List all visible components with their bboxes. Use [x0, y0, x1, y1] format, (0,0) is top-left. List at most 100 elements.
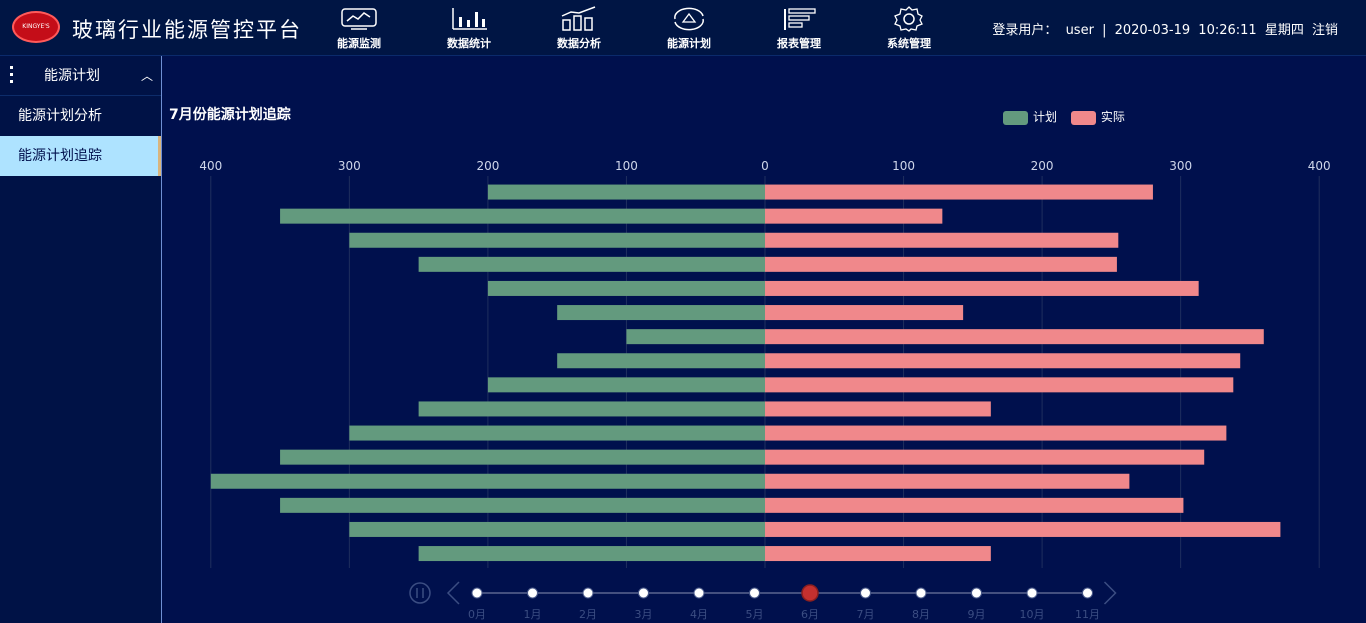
timeline-point[interactable]	[693, 587, 705, 599]
separator: |	[1102, 23, 1107, 38]
user-status-area: 登录用户： user | 2020-03-19 10:26:11 星期四 注销	[992, 19, 1342, 38]
x-tick-label: 300	[338, 159, 361, 173]
gear-icon	[894, 6, 923, 32]
chart-legend: 计划 实际	[1003, 108, 1135, 125]
bar-actual[interactable]	[765, 449, 1205, 465]
bar-plan[interactable]	[210, 473, 766, 489]
monitor-chart-icon	[341, 8, 377, 30]
bar-plan[interactable]	[280, 449, 765, 465]
bar-plan[interactable]	[349, 521, 765, 537]
sidebar-section-header[interactable]: 能源计划 ︿	[0, 56, 161, 96]
legend-label: 实际	[1100, 110, 1125, 124]
bar-actual[interactable]	[765, 256, 1117, 272]
bar-plan[interactable]	[418, 401, 765, 417]
timeline-label: 6月	[801, 608, 819, 621]
nav-label: 报表管理	[777, 37, 821, 50]
timeline-label: 8月	[912, 608, 930, 621]
top-navigation-bar: KINGYE'S 玻璃行业能源管控平台 能源监测 数据统计 数据分析 能源计划 …	[0, 0, 1366, 56]
bar-plan[interactable]	[280, 208, 765, 224]
bar-plan[interactable]	[557, 305, 765, 321]
bar-actual[interactable]	[765, 497, 1184, 513]
x-tick-label: 100	[615, 159, 638, 173]
timeline-current-point[interactable]	[801, 584, 819, 602]
bar-plan[interactable]	[418, 546, 765, 562]
user-name: user	[1065, 23, 1094, 38]
timeline-label: 0月	[468, 608, 486, 621]
bar-actual[interactable]	[765, 208, 943, 224]
bar-plan[interactable]	[626, 329, 765, 345]
timeline-point[interactable]	[1026, 587, 1038, 599]
chevron-up-icon[interactable]: ︿	[140, 69, 153, 83]
timeline-point[interactable]	[915, 587, 927, 599]
bar-actual[interactable]	[765, 425, 1227, 441]
sidebar: 能源计划 ︿ 能源计划分析 能源计划追踪	[0, 56, 162, 623]
timeline-point[interactable]	[749, 587, 760, 599]
timeline-point[interactable]	[971, 587, 982, 599]
x-tick-label: 400	[199, 159, 222, 173]
bar-actual[interactable]	[765, 329, 1264, 345]
legend-swatch-actual	[1070, 110, 1096, 125]
bar-plan[interactable]	[487, 184, 765, 200]
nav-label: 数据分析	[557, 37, 601, 50]
nav-energy-plan[interactable]: 能源计划	[649, 6, 729, 52]
timeline-label: 10月	[1020, 608, 1045, 621]
report-icon	[784, 8, 816, 30]
bar-actual[interactable]	[765, 521, 1281, 537]
bar-actual[interactable]	[765, 280, 1199, 296]
sidebar-item-energy-plan-analysis[interactable]: 能源计划分析	[18, 108, 102, 124]
bar-plan[interactable]	[349, 425, 765, 441]
nav-data-statistics[interactable]: 数据统计	[429, 6, 509, 52]
sidebar-item-energy-plan-tracking[interactable]: 能源计划追踪	[0, 136, 161, 176]
nav-report-management[interactable]: 报表管理	[759, 6, 839, 52]
sidebar-section-title: 能源计划	[44, 68, 100, 84]
current-date: 2020-03-19	[1114, 23, 1191, 38]
current-time: 10:26:11	[1198, 23, 1257, 38]
x-tick-label: 100	[892, 159, 915, 173]
bar-actual[interactable]	[765, 377, 1234, 393]
legend-item-actual[interactable]: 实际	[1070, 108, 1125, 125]
bar-actual[interactable]	[765, 473, 1130, 489]
bar-actual[interactable]	[765, 305, 964, 321]
bar-plan[interactable]	[487, 280, 765, 296]
timeline-point[interactable]	[471, 587, 483, 599]
timeline-label: 1月	[524, 608, 542, 621]
bar-plan[interactable]	[487, 377, 765, 393]
nav-data-analysis[interactable]: 数据分析	[539, 6, 619, 52]
x-tick-label: 300	[1169, 159, 1192, 173]
bar-plan[interactable]	[349, 232, 765, 248]
nav-energy-monitoring[interactable]: 能源监测	[319, 6, 399, 52]
timeline-point[interactable]	[638, 587, 649, 599]
x-tick-label: 200	[1031, 159, 1054, 173]
nav-label: 能源计划	[667, 37, 711, 50]
weekday: 星期四	[1264, 23, 1304, 38]
legend-swatch-plan	[1003, 110, 1028, 125]
logout-link[interactable]: 注销	[1311, 23, 1338, 38]
timeline-pause-button[interactable]	[409, 582, 431, 604]
legend-label: 计划	[1033, 110, 1058, 124]
bar-actual[interactable]	[765, 232, 1119, 248]
nav-system-management[interactable]: 系统管理	[869, 6, 949, 52]
timeline-label: 9月	[968, 608, 986, 621]
timeline-prev-arrow[interactable]	[446, 581, 460, 605]
bar-plan[interactable]	[557, 353, 765, 369]
bar-actual[interactable]	[765, 546, 991, 562]
bar-actual[interactable]	[765, 401, 991, 417]
bar-plan[interactable]	[418, 256, 765, 272]
x-tick-label: 200	[476, 159, 499, 173]
x-tick-label: 400	[1308, 159, 1331, 173]
company-logo: KINGYE'S	[12, 11, 60, 43]
timeline-point[interactable]	[1082, 587, 1093, 599]
legend-item-plan[interactable]: 计划	[1003, 108, 1057, 125]
logo-text: KINGYE'S	[22, 23, 50, 30]
timeline-point[interactable]	[860, 587, 871, 599]
bar-actual[interactable]	[765, 353, 1241, 369]
analysis-chart-icon	[561, 6, 596, 31]
timeline-point[interactable]	[527, 587, 538, 599]
bar-plan[interactable]	[280, 497, 765, 513]
timeline-next-arrow[interactable]	[1103, 581, 1117, 605]
nav-label: 能源监测	[337, 37, 381, 50]
timeline-point[interactable]	[582, 587, 594, 599]
timeline-label: 2月	[579, 608, 597, 621]
chart-title: 7月份能源计划追踪	[169, 107, 291, 123]
bar-actual[interactable]	[765, 184, 1153, 200]
